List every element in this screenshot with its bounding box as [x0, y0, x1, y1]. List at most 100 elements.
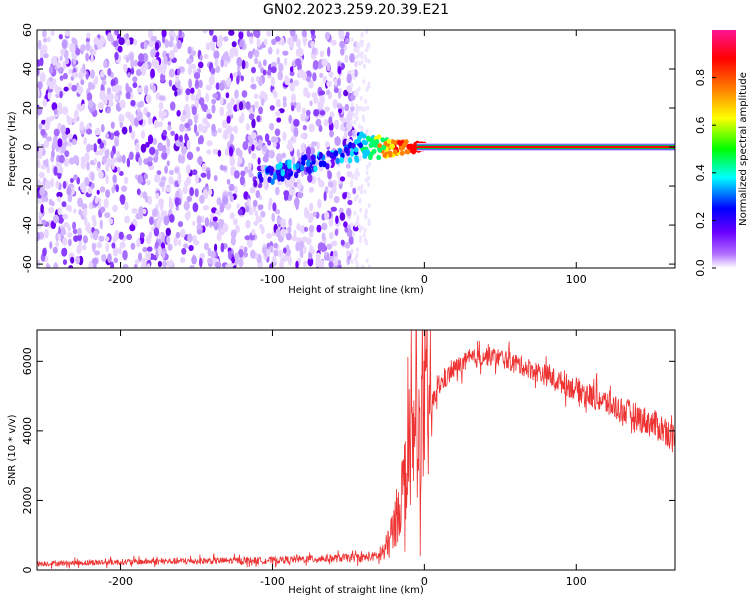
spectrogram-cell — [44, 228, 49, 239]
spectrogram-cell — [55, 240, 59, 248]
spectrogram-cell — [352, 187, 357, 195]
spectrogram-cell — [55, 180, 60, 189]
spectrogram-cell — [377, 147, 383, 153]
spectrogram-cell — [178, 141, 185, 148]
spectrogram-cell — [56, 61, 62, 69]
spectrogram-cell — [203, 242, 209, 251]
spectrogram-cell — [80, 182, 86, 192]
y-tick-label: -20 — [21, 177, 34, 195]
spectrogram-cell — [136, 111, 143, 121]
spectrogram-cell — [287, 162, 292, 169]
spectrogram-cell — [74, 109, 79, 119]
spectrogram-cell — [58, 108, 63, 115]
spectrogram-cell — [195, 131, 200, 137]
spectrogram-cell — [213, 175, 218, 182]
spectrogram-cell — [363, 213, 367, 218]
spectrogram-cell — [71, 37, 77, 44]
carrier-line-band — [416, 146, 675, 149]
spectrogram-cell — [244, 166, 249, 174]
spectrogram-cell — [274, 209, 281, 215]
spectrogram-cell — [264, 178, 268, 188]
spectrogram-cell — [149, 146, 156, 155]
spectrogram-cell — [127, 72, 131, 78]
spectrogram-cell — [68, 265, 74, 268]
spectrogram-cell — [353, 147, 359, 153]
spectrogram-cell — [99, 36, 106, 46]
spectrogram-cell — [146, 111, 151, 118]
spectrogram-cell — [272, 173, 278, 180]
spectrogram-cell — [343, 221, 348, 228]
spectrogram-cell — [224, 148, 229, 157]
spectrogram-cell — [167, 243, 173, 251]
spectrogram-cell — [44, 180, 52, 190]
spectrogram-cell — [340, 48, 345, 56]
spectrogram-cell — [210, 250, 216, 259]
spectrogram-cell — [284, 57, 288, 66]
spectrogram-cell — [335, 215, 339, 224]
spectrogram-cell — [303, 246, 307, 254]
spectrogram-cell — [53, 166, 58, 176]
spectrogram-cell — [166, 236, 171, 244]
spectrogram-cell — [152, 137, 158, 146]
spectrogram-cell — [255, 75, 259, 83]
spectrogram-cell — [99, 149, 104, 156]
spectrogram-cell — [42, 30, 47, 38]
snr-series-line — [37, 330, 675, 569]
spectrogram-cell — [358, 142, 363, 148]
spectrogram-cell — [187, 66, 192, 76]
spectrogram-cell — [174, 197, 180, 207]
spectrogram-cell — [237, 208, 243, 216]
spectrogram-cell — [293, 229, 297, 239]
spectrogram-cell — [131, 208, 138, 214]
spectrogram-cell — [102, 155, 107, 164]
spectrogram-cell — [318, 160, 324, 168]
spectrogram-cell — [255, 215, 261, 222]
spectrogram-cell — [357, 86, 361, 92]
spectrogram-cell — [311, 154, 316, 162]
spectrogram-cell — [164, 55, 168, 65]
colorbar-tick-label: 0.2 — [694, 212, 707, 230]
spectrogram-cell — [67, 204, 72, 213]
spectrogram-cell — [348, 141, 353, 149]
spectrogram-cell — [339, 176, 346, 182]
spectrogram-x-ticks: -200 -100 0 100 — [108, 30, 587, 286]
spectrogram-cell — [273, 249, 279, 257]
spectrogram-cell — [53, 262, 59, 268]
spectrogram-cell — [40, 164, 47, 170]
spectrogram-cell — [344, 241, 351, 249]
spectrogram-cell — [167, 125, 172, 131]
spectrogram-cell — [333, 87, 339, 94]
spectrogram-cell — [118, 231, 124, 240]
spectrogram-cell — [262, 246, 268, 255]
spectrogram-cell — [311, 141, 318, 147]
spectrogram-cell — [207, 257, 214, 265]
spectrogram-cell — [148, 230, 153, 239]
spectrogram-cell — [360, 106, 364, 112]
spectrogram-cell — [276, 98, 281, 108]
spectrogram-cell — [272, 142, 277, 148]
spectrogram-cell — [107, 253, 112, 264]
spectrogram-cell — [105, 189, 111, 198]
spectrogram-cell — [297, 191, 304, 199]
spectrogram-cell — [350, 69, 354, 75]
spectrogram-cell — [123, 63, 128, 73]
spectrogram-y-label: Frequency (Hz) — [7, 111, 18, 187]
spectrogram-cell — [333, 196, 340, 204]
spectrogram-cell — [114, 137, 120, 147]
spectrogram-cell — [99, 206, 106, 213]
spectrogram-cell — [143, 173, 148, 180]
spectrogram-cell — [305, 146, 311, 157]
spectrogram-cell — [291, 60, 297, 67]
spectrogram-cell — [309, 244, 314, 254]
spectrogram-cell — [57, 138, 63, 148]
spectrogram-cell — [205, 93, 210, 103]
spectrogram-cell — [226, 109, 233, 116]
spectrogram-cell — [287, 167, 292, 174]
spectrogram-cell — [350, 119, 353, 125]
spectrogram-cell — [129, 151, 134, 160]
spectrogram-cell — [351, 73, 355, 79]
spectrogram-cell — [136, 188, 141, 196]
spectrogram-cell — [287, 139, 293, 146]
spectrogram-cell — [225, 264, 229, 268]
spectrogram-cell — [85, 41, 91, 52]
